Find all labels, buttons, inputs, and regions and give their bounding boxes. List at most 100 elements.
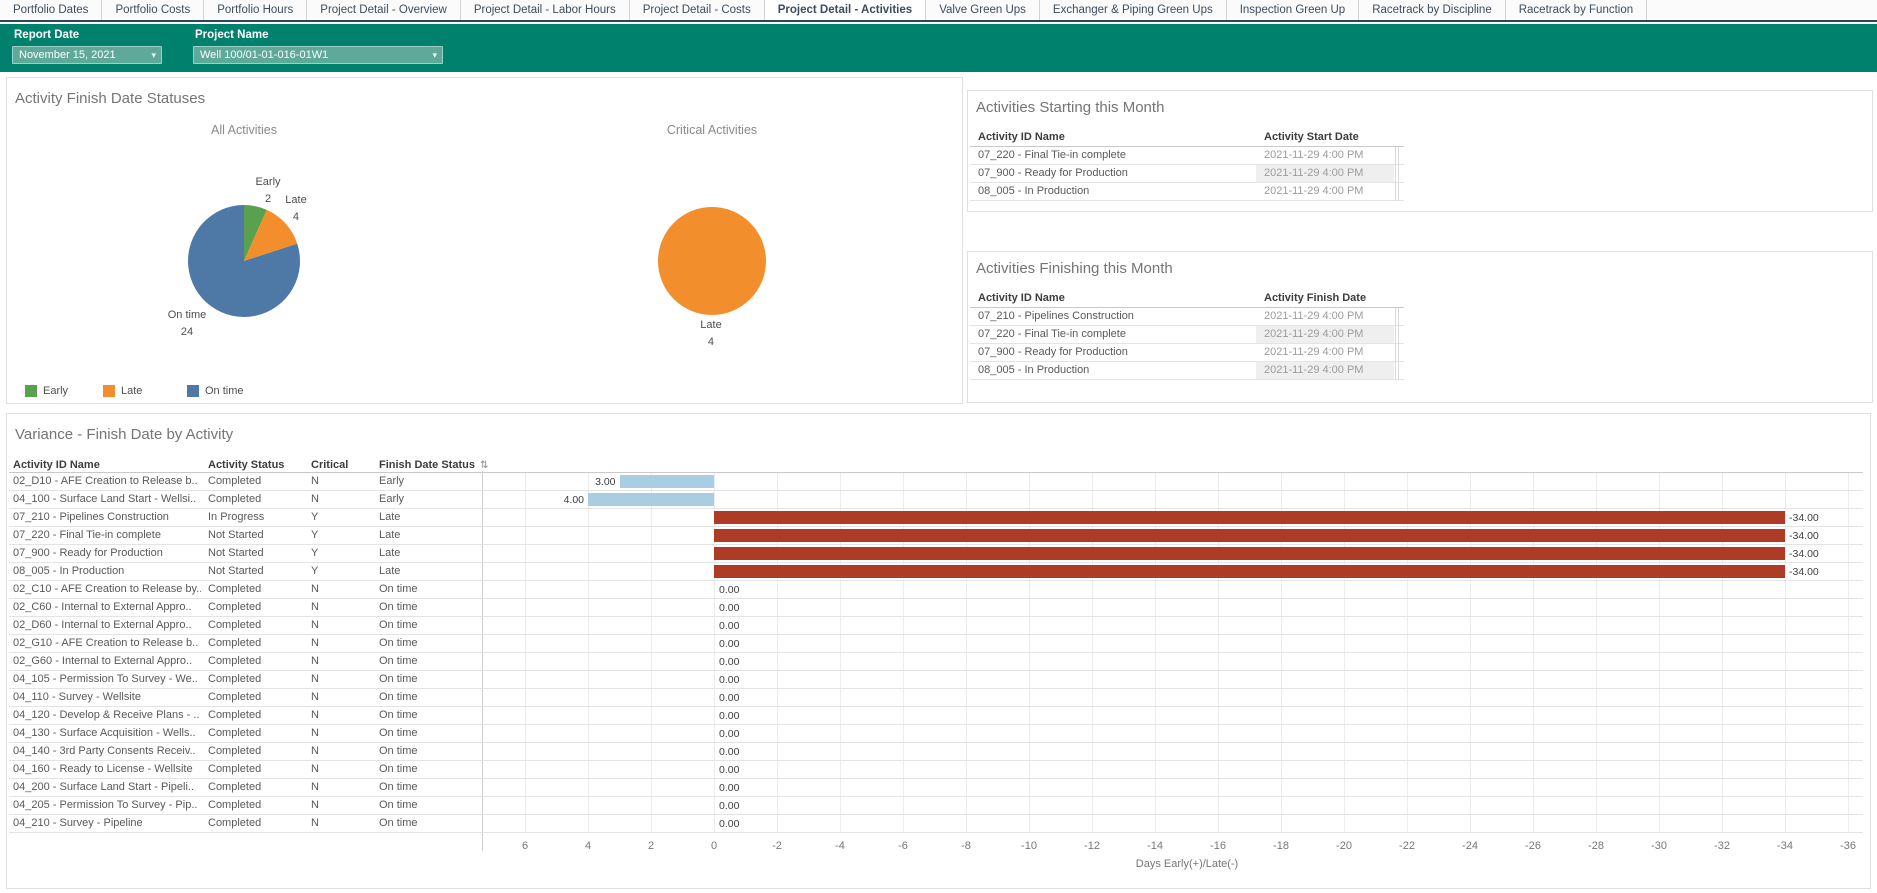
tab-project-detail-labor-hours[interactable]: Project Detail - Labor Hours — [461, 0, 630, 20]
activity-status: Not Started — [208, 547, 306, 559]
activity-id-name: 02_C60 - Internal to External Appro.. — [13, 601, 201, 613]
activity-status: Completed — [208, 745, 306, 757]
activity-id-name: 04_210 - Survey - Pipeline — [13, 817, 201, 829]
variance-bar[interactable] — [588, 493, 714, 506]
variance-row[interactable]: 02_D60 - Internal to External Appro..Com… — [9, 617, 1863, 635]
tab-racetrack-by-function[interactable]: Racetrack by Function — [1506, 0, 1647, 20]
legend-item-late[interactable]: Late — [103, 384, 142, 398]
pie-label-value: 4 — [285, 209, 306, 226]
pie-chart-critical-activities — [656, 205, 768, 317]
variance-row[interactable]: 04_110 - Survey - WellsiteCompletedNOn t… — [9, 689, 1863, 707]
activity-status: Completed — [208, 763, 306, 775]
variance-row[interactable]: 04_200 - Surface Land Start - Pipeli..Co… — [9, 779, 1863, 797]
x-axis-tick: -2 — [772, 840, 782, 852]
tab-portfolio-dates[interactable]: Portfolio Dates — [0, 0, 102, 20]
variance-row[interactable]: 02_D10 - AFE Creation to Release b..Comp… — [9, 473, 1863, 491]
variance-row[interactable]: 04_160 - Ready to License - WellsiteComp… — [9, 761, 1863, 779]
variance-row[interactable]: 04_120 - Develop & Receive Plans - ..Com… — [9, 707, 1863, 725]
activity-date: 2021-11-29 4:00 PM — [1264, 346, 1394, 358]
finish-date-status: On time — [379, 817, 475, 829]
tab-project-detail-costs[interactable]: Project Detail - Costs — [630, 0, 765, 20]
activity-id-name: 07_210 - Pipelines Construction — [978, 310, 1248, 322]
activity-status: Completed — [208, 727, 306, 739]
legend-item-early[interactable]: Early — [25, 384, 68, 398]
variance-row[interactable]: 04_140 - 3rd Party Consents Receiv..Comp… — [9, 743, 1863, 761]
panel-activity-finish-date-statuses: Activity Finish Date Statuses All Activi… — [6, 77, 963, 404]
x-axis-tick: -4 — [835, 840, 845, 852]
finish-date-status: On time — [379, 799, 475, 811]
starting-table-row[interactable]: 07_220 - Final Tie-in complete2021-11-29… — [970, 147, 1404, 165]
tab-project-detail-activities[interactable]: Project Detail - Activities — [765, 0, 926, 20]
finishing-table-row[interactable]: 08_005 - In Production2021-11-29 4:00 PM — [970, 362, 1404, 380]
panel-activities-finishing: Activities Finishing this Month Activity… — [967, 251, 1873, 403]
variance-row[interactable]: 04_100 - Surface Land Start - Wellsi..Co… — [9, 491, 1863, 509]
column-header-activity-status[interactable]: Activity Status — [208, 459, 284, 471]
variance-row[interactable]: 04_205 - Permission To Survey - Pip..Com… — [9, 797, 1863, 815]
variance-row[interactable]: 04_210 - Survey - Pipeline Completed N On t… — [9, 815, 1863, 833]
column-header-finish-date-status[interactable]: Finish Date Status⇅ — [379, 459, 488, 471]
legend-item-on-time[interactable]: On time — [187, 384, 244, 398]
variance-row[interactable]: 04_105 - Permission To Survey - We..Comp… — [9, 671, 1863, 689]
bar-value-label: 0.00 — [719, 815, 739, 833]
activity-id-name: 08_005 - In Production — [978, 185, 1248, 197]
project-name-dropdown[interactable]: Well 100/01-01-016-01W1 ▾ — [193, 46, 443, 64]
tab-portfolio-costs[interactable]: Portfolio Costs — [102, 0, 204, 20]
column-header-activity-id-name[interactable]: Activity ID Name — [13, 459, 100, 471]
activity-status: Completed — [208, 475, 306, 487]
variance-bar[interactable] — [714, 529, 1785, 542]
finish-date-status: On time — [379, 583, 475, 595]
variance-bar[interactable] — [714, 547, 1785, 560]
panel-activities-starting: Activities Starting this Month Activity … — [967, 90, 1873, 212]
tab-valve-green-ups[interactable]: Valve Green Ups — [926, 0, 1040, 20]
finish-date-status: On time — [379, 601, 475, 613]
finish-date-status: On time — [379, 745, 475, 757]
activity-id-name: 02_G60 - Internal to External Appro.. — [13, 655, 201, 667]
legend-swatch-late — [103, 385, 115, 397]
sort-icon[interactable]: ⇅ — [480, 460, 488, 471]
variance-row[interactable]: 02_G60 - Internal to External Appro..Com… — [9, 653, 1863, 671]
legend-label: Late — [121, 385, 142, 397]
variance-row[interactable]: 02_C60 - Internal to External Appro..Com… — [9, 599, 1863, 617]
pie-slice-label-late: Late4 — [285, 192, 306, 226]
activity-status: Completed — [208, 637, 306, 649]
activity-date: 2021-11-29 4:00 PM — [1264, 328, 1394, 340]
tab-project-detail-overview[interactable]: Project Detail - Overview — [307, 0, 461, 20]
tab-exchanger-piping-green-ups[interactable]: Exchanger & Piping Green Ups — [1040, 0, 1227, 20]
activity-id-name: 02_D60 - Internal to External Appro.. — [13, 619, 201, 631]
tab-racetrack-by-discipline[interactable]: Racetrack by Discipline — [1359, 0, 1506, 20]
finishing-table-row[interactable]: 07_220 - Final Tie-in complete2021-11-29… — [970, 326, 1404, 344]
activity-id-name: 04_130 - Surface Acquisition - Wells.. — [13, 727, 201, 739]
variance-row[interactable]: 02_G10 - AFE Creation to Release b..Comp… — [9, 635, 1863, 653]
variance-row[interactable]: 04_130 - Surface Acquisition - Wells.. Co… — [9, 725, 1863, 743]
chevron-down-icon: ▾ — [151, 47, 156, 63]
finishing-table-row[interactable]: 07_900 - Ready for Production2021-11-29 … — [970, 344, 1404, 362]
tab-portfolio-hours[interactable]: Portfolio Hours — [204, 0, 307, 20]
variance-bar[interactable] — [620, 475, 715, 488]
critical-flag: N — [311, 817, 371, 829]
starting-table-row[interactable]: 07_900 - Ready for Production2021-11-29 … — [970, 165, 1404, 183]
critical-flag: N — [311, 655, 371, 667]
activity-status: Completed — [208, 799, 306, 811]
x-axis-tick: -28 — [1588, 840, 1604, 852]
tab-inspection-green-up[interactable]: Inspection Green Up — [1227, 0, 1359, 20]
variance-row[interactable]: 02_C10 - AFE Creation to Release by..Com… — [9, 581, 1863, 599]
variance-bar[interactable] — [714, 565, 1785, 578]
scrollbar-track[interactable] — [1395, 308, 1399, 380]
activity-status: Completed — [208, 817, 306, 829]
tab-bar: Portfolio DatesPortfolio CostsPortfolio … — [0, 0, 1877, 22]
row-divider — [9, 832, 1863, 833]
report-date-dropdown[interactable]: November 15, 2021 ▾ — [12, 46, 162, 64]
scrollbar-track[interactable] — [1395, 147, 1399, 201]
status-panel-title: Activity Finish Date Statuses — [15, 90, 205, 107]
activity-status: Completed — [208, 781, 306, 793]
finish-date-status: On time — [379, 763, 475, 775]
critical-flag: Y — [311, 565, 371, 577]
starting-table-row[interactable]: 08_005 - In Production2021-11-29 4:00 PM — [970, 183, 1404, 201]
panel-variance-finish-date: Variance - Finish Date by Activity Activ… — [6, 413, 1871, 889]
bar-value-label: 3.00 — [570, 473, 616, 491]
pie-slice-late[interactable] — [658, 207, 766, 315]
bar-value-label: -34.00 — [1789, 545, 1819, 563]
finishing-table-row[interactable]: 07_210 - Pipelines Construction2021-11-2… — [970, 308, 1404, 326]
variance-bar[interactable] — [714, 511, 1785, 524]
column-header-critical[interactable]: Critical — [311, 459, 348, 471]
